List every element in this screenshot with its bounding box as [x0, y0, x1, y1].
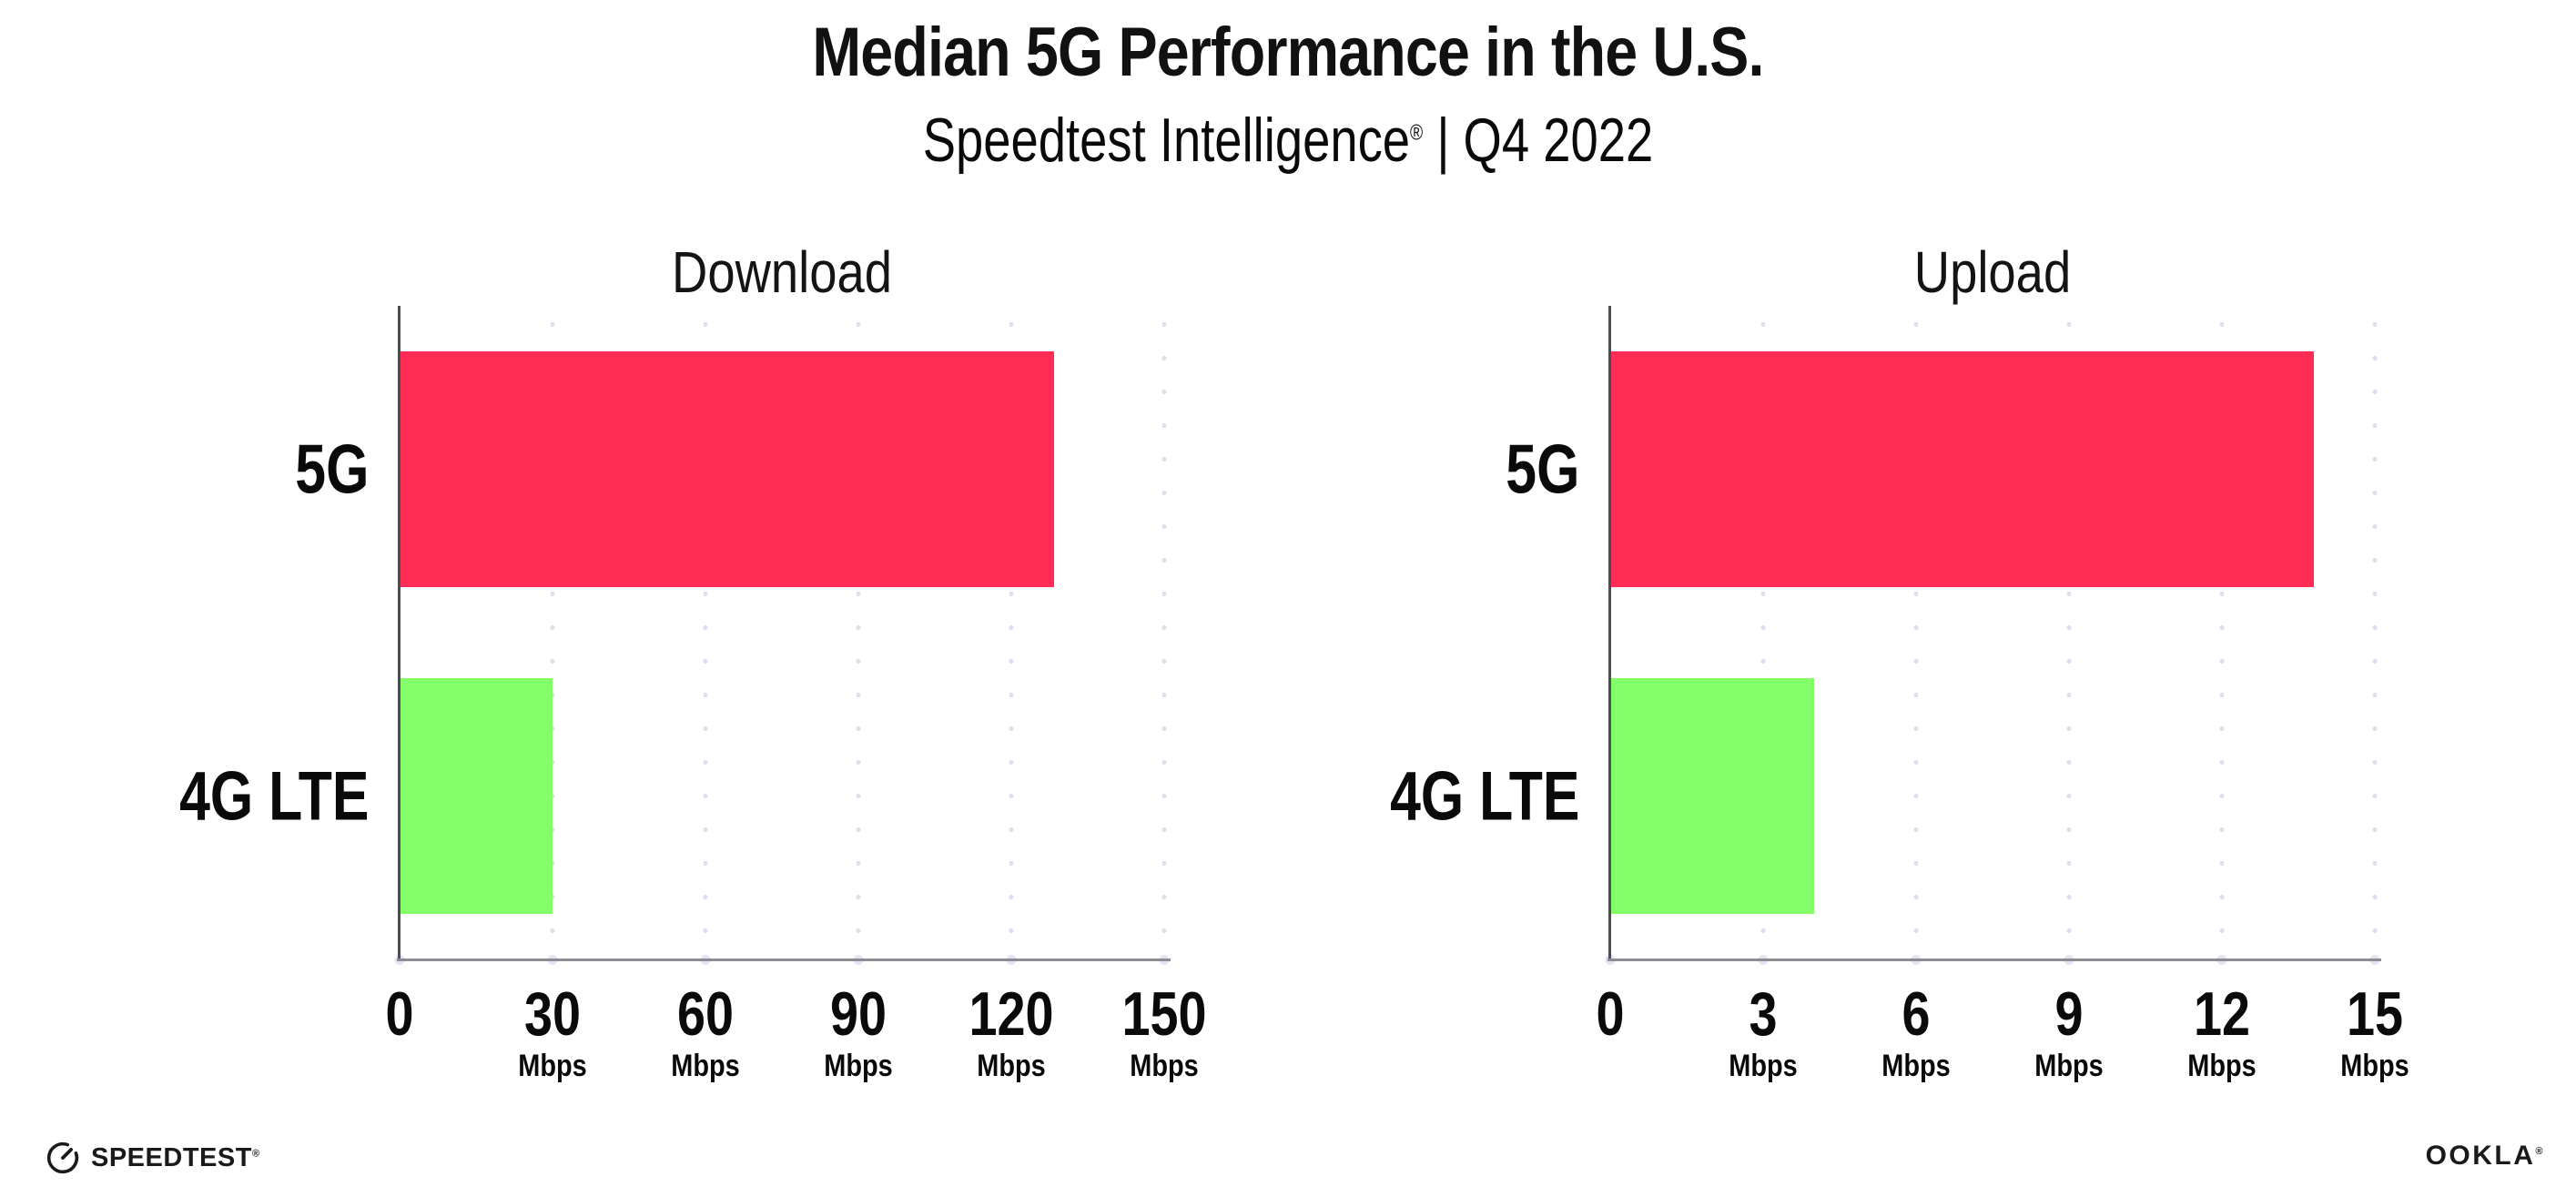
gridline-9: [2065, 308, 2073, 959]
gridline-12: [2218, 308, 2226, 959]
y-axis-line: [398, 306, 401, 960]
x-tick-unit: Mbps: [671, 1049, 740, 1083]
page-title: Median 5G Performance in the U.S.: [812, 14, 1764, 91]
ookla-registered-mark: ®: [2535, 1146, 2545, 1157]
bar-4g-lte-download: [400, 678, 553, 914]
x-tick-label-0: 0: [382, 983, 417, 1045]
y-axis-line: [1608, 306, 1611, 960]
chart-title: Upload: [1913, 239, 2072, 305]
plot-area: 5G 4G LTE: [179, 306, 1171, 965]
x-tick-label-12: 12 Mbps: [2182, 983, 2263, 1084]
speedtest-logo: SPEEDTEST®: [46, 1141, 260, 1175]
ookla-wordmark: OOKLA®: [2426, 1141, 2545, 1172]
x-tick-label-120: 120 Mbps: [959, 983, 1062, 1084]
x-tick-value: 60: [676, 979, 735, 1049]
x-tick-label-9: 9 Mbps: [2029, 983, 2110, 1084]
gridline-120: [1008, 308, 1015, 959]
gridline-150: [1161, 308, 1168, 959]
chart-upload: Upload 5G 4G LTE 0 3 Mbps 6 Mbps 9 Mbps 12 Mbps 15…: [1390, 218, 2409, 1096]
ookla-text: OOKLA: [2425, 1141, 2536, 1171]
speedtest-registered-mark: ®: [251, 1147, 260, 1159]
gridline-6: [1912, 308, 1920, 959]
gridline-30: [549, 308, 556, 959]
x-tick-unit: Mbps: [518, 1049, 587, 1083]
gridline-60: [702, 308, 709, 959]
speedtest-wordmark: SPEEDTEST®: [91, 1143, 260, 1173]
x-axis-line: [397, 959, 1171, 961]
category-label-4g-lte: 4G LTE: [178, 757, 369, 835]
header: Median 5G Performance in the U.S. Speedt…: [0, 13, 2576, 176]
x-tick-unit: Mbps: [1729, 1049, 1798, 1083]
x-tick-value: 90: [829, 979, 887, 1049]
chart-download: Download 5G 4G LTE 0 30 Mbps 60 Mbps 90 Mbps 120…: [179, 218, 1207, 1096]
bar-4g-lte-upload: [1610, 678, 1814, 914]
x-tick-label-30: 30 Mbps: [512, 983, 593, 1084]
x-tick-label-6: 6 Mbps: [1876, 983, 1957, 1084]
subtitle-period: | Q4 2022: [1423, 106, 1654, 175]
x-tick-value: 6: [1902, 979, 1931, 1049]
x-tick-value: 30: [523, 979, 582, 1049]
gridline-3: [1760, 308, 1767, 959]
registered-mark: ®: [1410, 120, 1424, 146]
x-tick-value: 3: [1749, 979, 1778, 1049]
x-tick-unit: Mbps: [824, 1049, 893, 1083]
x-tick-unit: Mbps: [2340, 1049, 2409, 1083]
category-label-4g-lte: 4G LTE: [1389, 757, 1579, 835]
speedtest-text: SPEEDTEST: [91, 1142, 252, 1172]
page-subtitle: Speedtest Intelligence® | Q4 2022: [258, 105, 2318, 176]
x-tick-label-3: 3 Mbps: [1723, 983, 1804, 1084]
plot-area: 5G 4G LTE: [1390, 306, 2381, 965]
ookla-logo: OOKLA®: [2426, 1141, 2545, 1172]
x-tick-unit: Mbps: [1881, 1049, 1951, 1083]
subtitle-brand: Speedtest Intelligence: [922, 106, 1411, 175]
x-tick-unit: Mbps: [2034, 1049, 2104, 1083]
x-tick-label-0: 0: [1593, 983, 1628, 1045]
x-tick-label-60: 60 Mbps: [665, 983, 746, 1084]
x-tick-value: 15: [2346, 979, 2404, 1049]
x-tick-value: 150: [1121, 979, 1207, 1049]
x-tick-value: 0: [385, 979, 414, 1049]
x-axis-labels: 0 3 Mbps 6 Mbps 9 Mbps 12 Mbps 15 Mbps: [1596, 959, 2409, 1096]
x-tick-value: 0: [1596, 979, 1625, 1049]
x-tick-value: 12: [2193, 979, 2251, 1049]
chart-title: Download: [672, 239, 892, 305]
x-tick-unit: Mbps: [2187, 1049, 2257, 1083]
speedtest-gauge-icon: [46, 1141, 79, 1174]
x-tick-unit: Mbps: [977, 1049, 1046, 1083]
x-axis-labels: 0 30 Mbps 60 Mbps 90 Mbps 120 Mbps 150 Mbps: [385, 959, 1206, 1096]
x-tick-label-15: 15 Mbps: [2335, 983, 2416, 1084]
x-tick-value: 120: [969, 979, 1054, 1049]
bar-5g-download: [400, 351, 1055, 587]
x-tick-unit: Mbps: [1130, 1049, 1199, 1083]
x-tick-label-90: 90 Mbps: [818, 983, 899, 1084]
gridline-15: [2371, 308, 2378, 959]
category-label-5g: 5G: [1505, 431, 1579, 508]
category-label-5g: 5G: [294, 431, 369, 508]
bar-5g-upload: [1610, 351, 2314, 587]
gridline-90: [855, 308, 862, 959]
x-axis-line: [1607, 959, 2381, 961]
x-tick-label-150: 150 Mbps: [1112, 983, 1215, 1084]
x-tick-value: 9: [2054, 979, 2084, 1049]
